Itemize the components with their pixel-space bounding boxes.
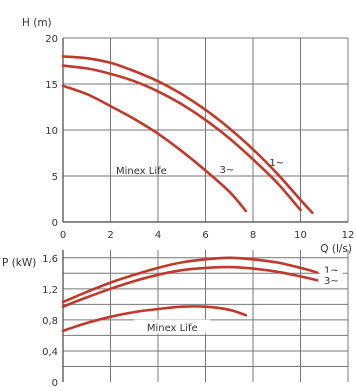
power-y-tick-label: 0,4 [42, 347, 58, 358]
head-x-tick-label: 6 [202, 230, 208, 241]
head-curve-annotation: 1~ [269, 158, 284, 169]
power-curve-annotation: 3~ [324, 276, 339, 287]
power-y-tick-label: 1,2 [42, 285, 58, 296]
power-y-axis-label: P (kW) [2, 257, 36, 269]
head-x-tick-label: 2 [107, 230, 113, 241]
power-curve-annotation: Minex Life [147, 323, 198, 334]
flow-x-axis-label: Q (l/s) [320, 243, 352, 255]
head-curve-annotation: Minex Life [116, 166, 167, 177]
head-y-tick-label: 5 [52, 172, 58, 183]
power-y-tick-label: 0,8 [42, 316, 58, 327]
power-annotation-bg [319, 261, 343, 276]
head-y-tick-label: 10 [45, 126, 58, 137]
head-chart-grid [62, 37, 349, 223]
head-curve [61, 64, 302, 212]
power-annotation-bg [134, 319, 211, 334]
power-curve-annotation: 1~ [324, 265, 339, 276]
power-chart-labels: 0 0,4 0,8 1,2 1,6 P (kW) Minex Life 1~3~ [2, 254, 343, 389]
head-x-tick-label: 12 [342, 230, 355, 241]
head-x-tick-label: 10 [294, 230, 307, 241]
power-curve [61, 256, 319, 304]
head-y-axis-label: H (m) [22, 17, 52, 29]
head-x-tick-label: 0 [60, 230, 66, 241]
power-chart-curves [61, 256, 319, 333]
power-curve [61, 265, 319, 308]
power-curve [61, 305, 248, 333]
head-chart-curves [61, 55, 314, 215]
head-x-tick-label: 4 [155, 230, 161, 241]
head-curve-annotation: 3~ [220, 165, 235, 176]
power-y-tick-label: 0 [52, 378, 58, 387]
head-chart-labels: 0 5 10 15 20 0 2 4 6 8 10 12 H (m) Q (l/s) Minex Life 3… [22, 17, 354, 255]
power-y-tick-label: 1,6 [42, 254, 58, 265]
head-x-tick-label: 8 [250, 230, 256, 241]
head-curve [61, 84, 248, 213]
head-y-tick-label: 15 [45, 80, 58, 91]
head-curve [61, 55, 314, 215]
power-annotation-bg [319, 272, 343, 287]
head-y-tick-label: 0 [52, 218, 58, 229]
head-y-tick-label: 20 [45, 34, 58, 45]
